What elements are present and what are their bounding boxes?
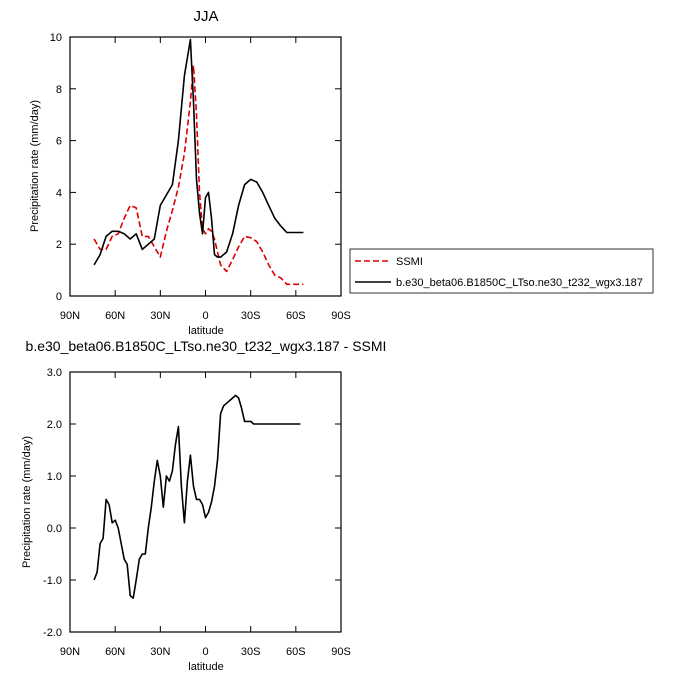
top-x-axis-label: latitude (188, 325, 223, 337)
top-y-tick-label: 4 (56, 187, 62, 199)
bottom-x-axis-label: latitude (188, 661, 223, 673)
bottom-y-tick-label: -2.0 (43, 627, 62, 639)
bottom-chart-title: b.e30_beta06.B1850C_LTso.ne30_t232_wgx3.… (26, 338, 387, 354)
bottom-x-ticks: 90N 60N 30N 0 30S 60S 90S (60, 372, 351, 658)
bottom-x-tick-label: 90N (60, 646, 80, 658)
bottom-x-tick-label: 30N (150, 646, 170, 658)
bottom-x-tick-label: 0 (202, 646, 208, 658)
bottom-series-line-0 (93, 394, 301, 600)
legend-label-model: b.e30_beta06.B1850C_LTso.ne30_t232_wgx3.… (396, 277, 643, 289)
bottom-x-tick-label: 30S (241, 646, 261, 658)
top-x-tick-label: 0 (202, 310, 208, 322)
top-y-ticks: 0 2 4 6 8 10 (50, 32, 341, 303)
legend-label-ssmi: SSMI (396, 256, 423, 268)
bottom-plot-frame (69, 371, 342, 633)
bottom-y-tick-label: 2.0 (47, 419, 62, 431)
top-plot-frame (69, 36, 342, 297)
top-series-lines (93, 38, 304, 286)
bottom-series-lines (93, 394, 301, 600)
top-y-tick-label: 2 (56, 239, 62, 251)
top-x-tick-label: 90S (331, 310, 351, 322)
bottom-x-tick-label: 60N (105, 646, 125, 658)
top-chart-title: JJA (193, 8, 218, 25)
top-x-tick-label: 30S (241, 310, 261, 322)
top-series-line-0 (93, 64, 304, 286)
bottom-x-tick-label: 90S (331, 646, 351, 658)
bottom-chart: b.e30_beta06.B1850C_LTso.ne30_t232_wgx3.… (21, 338, 386, 673)
top-y-tick-label: 10 (50, 32, 62, 44)
top-x-ticks: 90N 60N 30N 0 30S 60S 90S (60, 37, 351, 322)
bottom-y-tick-label: 3.0 (47, 367, 62, 379)
top-y-tick-label: 6 (56, 136, 62, 148)
top-x-tick-label: 30N (150, 310, 170, 322)
top-x-tick-label: 60N (105, 310, 125, 322)
bottom-y-tick-label: 0.0 (47, 523, 62, 535)
top-chart: JJA 90N 60N 30N 0 30S 60S 90S 0 2 4 6 8 10 latitude… (29, 8, 654, 337)
top-x-tick-label: 60S (286, 310, 306, 322)
bottom-y-tick-label: 1.0 (47, 471, 62, 483)
legend-box (349, 248, 654, 294)
top-x-tick-label: 90N (60, 310, 80, 322)
bottom-y-tick-label: -1.0 (43, 575, 62, 587)
bottom-y-ticks: -2.0 -1.0 0.0 1.0 2.0 3.0 (43, 367, 341, 639)
top-legend: SSMI b.e30_beta06.B1850C_LTso.ne30_t232_… (349, 248, 654, 294)
top-y-tick-label: 8 (56, 84, 62, 96)
top-y-axis-label: Precipitation rate (mm/day) (29, 100, 41, 232)
top-y-tick-label: 0 (56, 291, 62, 303)
bottom-y-axis-label: Precipitation rate (mm/day) (21, 436, 33, 568)
top-series-line-1 (93, 38, 304, 266)
bottom-x-tick-label: 60S (286, 646, 306, 658)
